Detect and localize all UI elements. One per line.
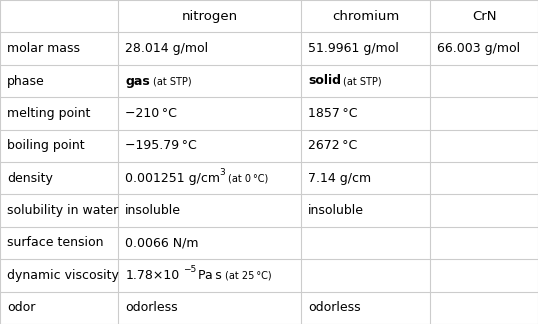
Text: 28.014 g/mol: 28.014 g/mol xyxy=(125,42,209,55)
Text: −195.79 °C: −195.79 °C xyxy=(125,139,197,152)
Text: insoluble: insoluble xyxy=(125,204,181,217)
Text: CrN: CrN xyxy=(472,10,497,23)
Text: gas: gas xyxy=(125,75,150,87)
Text: solid: solid xyxy=(308,75,341,87)
Text: surface tension: surface tension xyxy=(7,237,103,249)
Text: 0.001251 g/cm: 0.001251 g/cm xyxy=(125,172,221,185)
Text: molar mass: molar mass xyxy=(7,42,80,55)
Text: 3: 3 xyxy=(220,168,225,177)
Text: 2672 °C: 2672 °C xyxy=(308,139,358,152)
Text: Pa s: Pa s xyxy=(194,269,222,282)
Text: 51.9961 g/mol: 51.9961 g/mol xyxy=(308,42,399,55)
Text: 7.14 g/cm: 7.14 g/cm xyxy=(308,172,371,185)
Text: 66.003 g/mol: 66.003 g/mol xyxy=(437,42,521,55)
Text: odorless: odorless xyxy=(125,301,178,314)
Text: (at STP): (at STP) xyxy=(343,76,382,86)
Text: insoluble: insoluble xyxy=(308,204,364,217)
Text: phase: phase xyxy=(7,75,45,87)
Text: odorless: odorless xyxy=(308,301,361,314)
Text: −5: −5 xyxy=(183,265,197,274)
Text: −210 °C: −210 °C xyxy=(125,107,177,120)
Text: 1.78×10: 1.78×10 xyxy=(125,269,180,282)
Text: odor: odor xyxy=(7,301,36,314)
Text: density: density xyxy=(7,172,53,185)
Text: (at 25 °C): (at 25 °C) xyxy=(225,271,272,280)
Text: (at STP): (at STP) xyxy=(153,76,192,86)
Text: (at 0 °C): (at 0 °C) xyxy=(228,173,268,183)
Text: nitrogen: nitrogen xyxy=(182,10,238,23)
Text: 0.0066 N/m: 0.0066 N/m xyxy=(125,237,199,249)
Text: boiling point: boiling point xyxy=(7,139,84,152)
Text: solubility in water: solubility in water xyxy=(7,204,118,217)
Text: melting point: melting point xyxy=(7,107,90,120)
Text: dynamic viscosity: dynamic viscosity xyxy=(7,269,119,282)
Text: chromium: chromium xyxy=(332,10,399,23)
Text: 1857 °C: 1857 °C xyxy=(308,107,358,120)
